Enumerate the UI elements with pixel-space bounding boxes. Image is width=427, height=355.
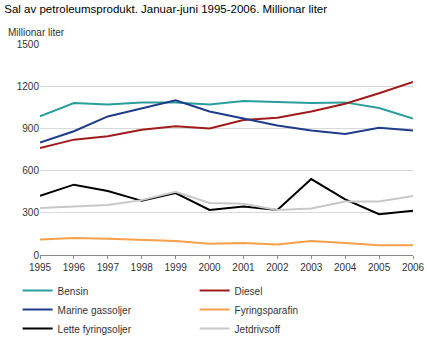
svg-text:1995: 1995	[29, 262, 52, 273]
svg-text:Marine gassoljer: Marine gassoljer	[58, 305, 132, 316]
svg-text:1998: 1998	[131, 262, 154, 273]
svg-text:Sal av petroleumsprodukt. Janu: Sal av petroleumsprodukt. Januar-juni 19…	[4, 3, 327, 15]
svg-text:Bensin: Bensin	[58, 286, 89, 297]
svg-text:1200: 1200	[17, 81, 40, 92]
svg-text:1999: 1999	[165, 262, 188, 273]
svg-text:2006: 2006	[402, 262, 425, 273]
svg-text:Diesel: Diesel	[235, 286, 263, 297]
svg-text:2003: 2003	[300, 262, 323, 273]
svg-text:Millionar liter: Millionar liter	[8, 27, 65, 38]
svg-text:600: 600	[22, 165, 39, 176]
svg-text:0: 0	[33, 250, 39, 261]
svg-text:2004: 2004	[334, 262, 357, 273]
svg-text:2002: 2002	[266, 262, 289, 273]
svg-text:900: 900	[22, 123, 39, 134]
svg-text:2001: 2001	[232, 262, 255, 273]
svg-text:Lette fyringsoljer: Lette fyringsoljer	[58, 324, 132, 335]
svg-text:Fyringsparafin: Fyringsparafin	[235, 305, 298, 316]
svg-text:2005: 2005	[368, 262, 391, 273]
svg-text:300: 300	[22, 207, 39, 218]
svg-text:Jetdrivsoff: Jetdrivsoff	[235, 324, 281, 335]
svg-text:1500: 1500	[17, 39, 40, 50]
svg-text:2000: 2000	[198, 262, 221, 273]
svg-text:1997: 1997	[97, 262, 120, 273]
svg-text:1996: 1996	[63, 262, 86, 273]
